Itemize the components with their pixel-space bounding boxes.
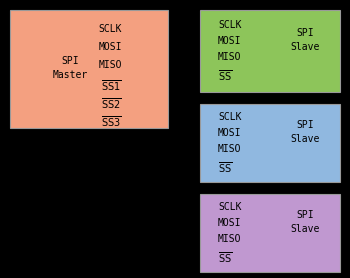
Text: MOSI: MOSI [218,36,242,46]
Bar [200,194,340,272]
Text: MOSI: MOSI [218,218,242,228]
Text: SPI
Slave: SPI Slave [290,28,320,52]
Text: $\overline{\mathsf{SS}}$: $\overline{\mathsf{SS}}$ [218,68,232,83]
Text: SCLK: SCLK [98,24,122,34]
Text: MISO: MISO [98,60,122,70]
Text: MISO: MISO [218,144,242,154]
Text: $\overline{\mathsf{SS2}}$: $\overline{\mathsf{SS2}}$ [102,96,122,111]
Text: $\overline{\mathsf{SS1}}$: $\overline{\mathsf{SS1}}$ [102,78,122,93]
Bar [200,10,340,92]
Text: SCLK: SCLK [218,112,242,122]
Text: $\overline{\mathsf{SS3}}$: $\overline{\mathsf{SS3}}$ [102,114,122,129]
Text: MISO: MISO [218,234,242,244]
Text: MOSI: MOSI [218,128,242,138]
Bar [200,104,340,182]
Text: SPI
Master: SPI Master [52,56,88,80]
Text: SCLK: SCLK [218,202,242,212]
Text: SCLK: SCLK [218,20,242,30]
Text: MISO: MISO [218,52,242,62]
Text: $\overline{\mathsf{SS}}$: $\overline{\mathsf{SS}}$ [218,160,232,175]
Text: SPI
Slave: SPI Slave [290,210,320,234]
Text: SPI
Slave: SPI Slave [290,120,320,144]
Text: $\overline{\mathsf{SS}}$: $\overline{\mathsf{SS}}$ [218,250,232,265]
Text: MOSI: MOSI [98,42,122,52]
Bar [10,10,168,128]
